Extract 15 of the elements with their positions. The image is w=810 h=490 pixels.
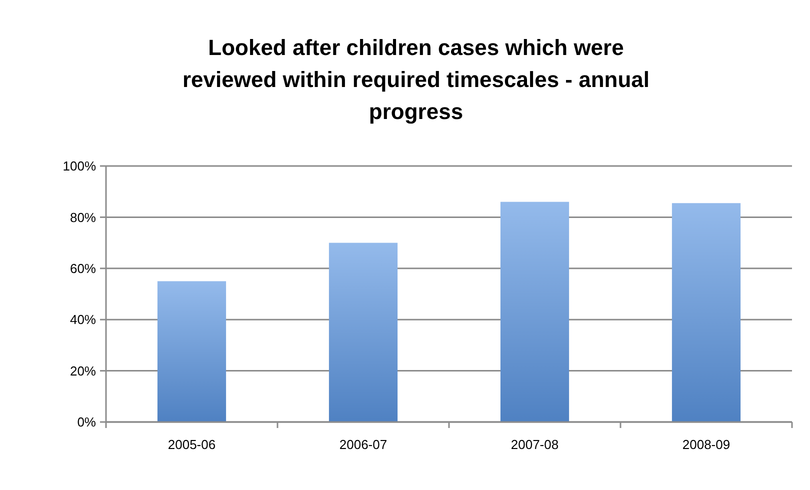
bar — [328, 242, 398, 422]
x-tick-label: 2008-09 — [682, 437, 730, 452]
chart-title: Looked after children cases which were reviewed within required timescales - annual progress — [182, 35, 650, 124]
bar — [500, 202, 570, 422]
x-tick-label: 2005-06 — [168, 437, 216, 452]
y-tick-label: 80% — [70, 210, 96, 225]
bar — [672, 203, 741, 422]
y-tick-label: 40% — [70, 312, 96, 328]
y-tick-label: 100% — [62, 158, 96, 174]
y-tick-label: 0% — [77, 414, 96, 430]
bar — [157, 281, 226, 422]
y-tick-label: 20% — [70, 363, 96, 378]
x-tick-label: 2007-08 — [510, 437, 559, 452]
y-tick-label: 60% — [70, 260, 96, 276]
x-tick-label: 2006-07 — [339, 437, 388, 452]
